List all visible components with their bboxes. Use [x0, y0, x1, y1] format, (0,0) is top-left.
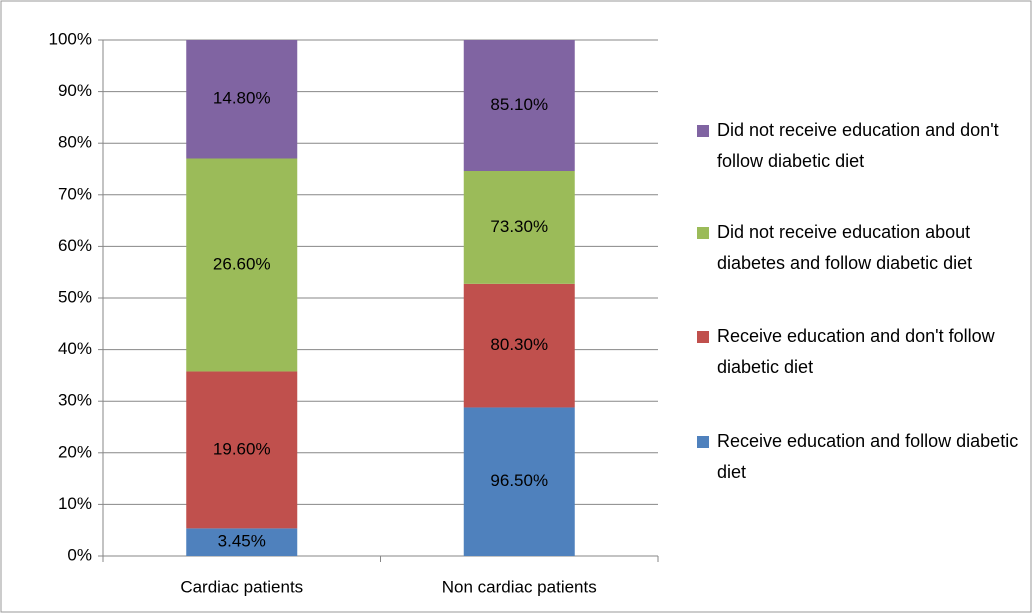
bar-segment	[186, 528, 298, 556]
legend-label: Receive education and follow diabetic di…	[717, 431, 1019, 482]
data-label: 3.45%	[218, 532, 266, 551]
y-tick-label: 50%	[58, 287, 92, 306]
y-tick-label: 60%	[58, 236, 92, 255]
data-label: 26.60%	[213, 254, 271, 273]
y-tick-label: 90%	[58, 81, 92, 100]
data-label: 19.60%	[213, 439, 271, 458]
y-tick-label: 40%	[58, 339, 92, 358]
legend-label: Did not receive education and don't foll…	[717, 120, 999, 171]
y-tick-label: 70%	[58, 184, 92, 203]
bar-segment	[463, 40, 575, 172]
y-tick-label: 10%	[58, 494, 92, 513]
data-label: 85.10%	[490, 95, 548, 114]
data-label: 14.80%	[213, 89, 271, 108]
y-tick-label: 80%	[58, 133, 92, 152]
y-tick-label: 20%	[58, 442, 92, 461]
y-tick-label: 100%	[49, 29, 92, 48]
y-tick-label: 30%	[58, 391, 92, 410]
y-tick-label: 0%	[67, 545, 92, 564]
x-tick-label: Cardiac patients	[180, 577, 303, 596]
bar-segment	[186, 158, 298, 372]
x-tick-label: Non cardiac patients	[442, 577, 597, 596]
legend-swatch	[697, 331, 709, 343]
legend-swatch	[697, 125, 709, 137]
data-label: 73.30%	[490, 217, 548, 236]
data-label: 96.50%	[490, 471, 548, 490]
bar-segment	[186, 40, 298, 159]
legend-label: Did not receive education about diabetes…	[717, 222, 973, 273]
legend-label: Receive education and don't follow diabe…	[717, 326, 995, 377]
bar-segment	[463, 407, 575, 556]
bar-segment	[463, 171, 575, 284]
bar-segment	[186, 371, 298, 529]
bar-segment	[463, 283, 575, 408]
legend-swatch	[697, 436, 709, 448]
legend-swatch	[697, 227, 709, 239]
data-label: 80.30%	[490, 335, 548, 354]
